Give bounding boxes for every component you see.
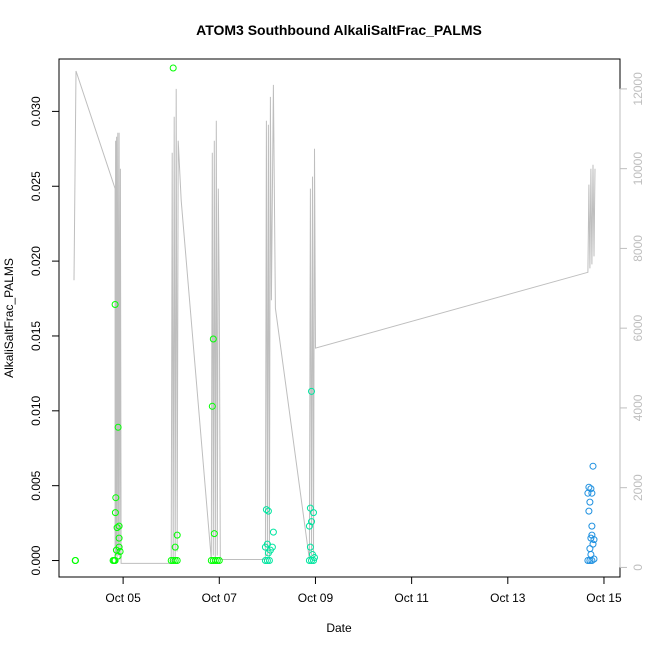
data-point xyxy=(585,507,593,515)
data-point xyxy=(171,543,179,551)
x-axis: Oct 05 Oct 07 Oct 09 Oct 11 Oct 13 Oct 15 xyxy=(105,576,622,605)
y2-tick-label: 10000 xyxy=(631,152,645,186)
x-tick-label: Oct 15 xyxy=(586,591,622,605)
data-point xyxy=(262,506,270,514)
data-point xyxy=(586,498,594,506)
data-point xyxy=(305,522,313,530)
data-point xyxy=(115,522,123,530)
data-point xyxy=(311,554,318,561)
y2-tick-label: 4000 xyxy=(631,394,645,421)
plot-frame xyxy=(58,58,621,578)
data-point xyxy=(588,489,596,497)
data-point xyxy=(113,524,121,532)
data-point xyxy=(114,552,122,560)
y-tick-label: 0.025 xyxy=(29,171,43,201)
data-point xyxy=(171,557,179,564)
data-point xyxy=(116,548,124,555)
data-point xyxy=(114,423,122,431)
data-point xyxy=(268,543,276,551)
data-point xyxy=(215,557,223,564)
points-layer xyxy=(71,64,598,564)
y-tick-label: 0.010 xyxy=(29,395,43,425)
y2-tick-label: 2000 xyxy=(631,474,645,501)
data-point xyxy=(589,462,597,470)
x-axis-label: Date xyxy=(326,621,352,635)
y-tick-label: 0.015 xyxy=(29,321,43,351)
data-point xyxy=(169,557,177,564)
data-point xyxy=(586,545,594,553)
data-point xyxy=(173,557,181,564)
y-tick-label: 0.000 xyxy=(29,545,43,575)
y-tick-label: 0.030 xyxy=(29,96,43,126)
data-point xyxy=(588,531,596,539)
data-point xyxy=(72,557,79,564)
data-point xyxy=(111,509,119,517)
data-point xyxy=(210,530,218,538)
data-point xyxy=(111,301,119,308)
data-point xyxy=(308,387,315,395)
data-point xyxy=(209,335,217,343)
data-point xyxy=(588,522,596,530)
y-tick-label: 0.020 xyxy=(29,246,43,276)
y-axis-label: AlkaliSaltFrac_PALMS xyxy=(2,258,16,378)
data-point xyxy=(590,536,598,544)
data-point xyxy=(584,489,592,497)
data-point xyxy=(115,543,123,551)
data-point xyxy=(306,543,314,551)
x-tick-label: Oct 13 xyxy=(490,591,526,605)
x-tick-label: Oct 11 xyxy=(394,591,429,605)
chart-title: ATOM3 Southbound AlkaliSaltFrac_PALMS xyxy=(196,22,482,38)
altitude-line-layer xyxy=(73,70,596,564)
data-point xyxy=(263,540,271,548)
x-tick-label: Oct 09 xyxy=(298,591,334,605)
x-tick-label: Oct 05 xyxy=(105,591,141,605)
data-point xyxy=(263,557,271,564)
data-point xyxy=(213,557,221,564)
data-point xyxy=(208,402,216,410)
x-tick-label: Oct 07 xyxy=(202,591,238,605)
data-point xyxy=(169,64,177,72)
data-point xyxy=(261,557,269,564)
y-axis-left: 0.000 0.005 0.010 0.015 0.020 0.025 0.030 xyxy=(29,96,60,576)
altitude-series-line xyxy=(73,70,596,564)
y2-tick-label: 6000 xyxy=(631,314,645,341)
data-point xyxy=(310,509,317,517)
data-point xyxy=(269,528,277,536)
data-point xyxy=(211,557,219,564)
data-point xyxy=(264,507,272,515)
y-axis-right: 0 2000 4000 6000 8000 10000 12000 xyxy=(619,72,645,571)
y-tick-label: 0.005 xyxy=(29,470,43,500)
data-point xyxy=(308,518,315,526)
y2-tick-label: 0 xyxy=(631,564,645,571)
data-point xyxy=(115,534,123,542)
data-point xyxy=(305,557,313,564)
data-point xyxy=(112,494,120,502)
data-point xyxy=(265,557,273,564)
y2-tick-label: 8000 xyxy=(631,235,645,262)
data-point xyxy=(590,555,598,563)
y2-tick-label: 12000 xyxy=(631,72,645,106)
data-point xyxy=(173,531,181,539)
